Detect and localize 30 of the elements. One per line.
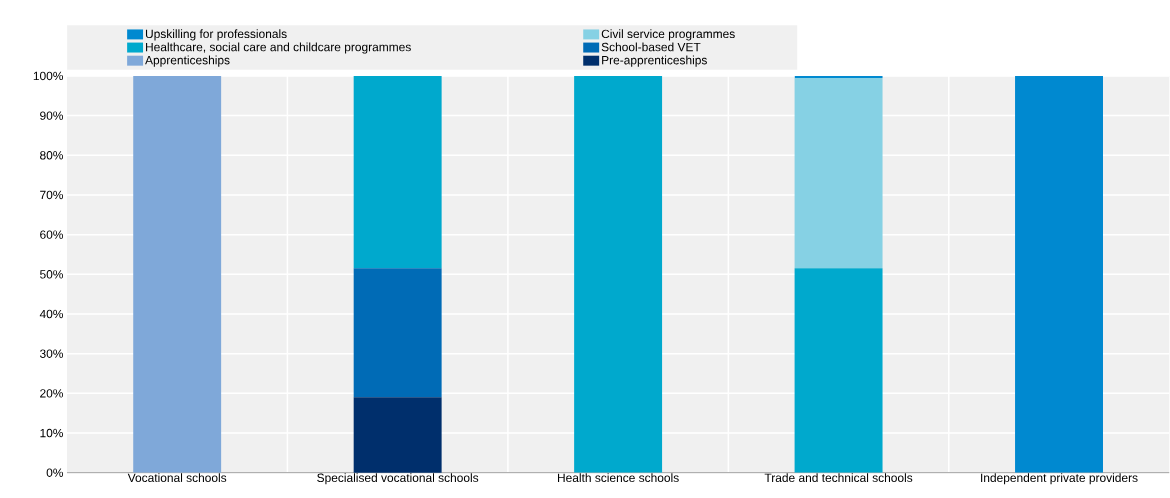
x-tick-label: Vocational schools [127,473,227,483]
legend-label: Upskilling for professionals [145,29,287,41]
y-tick-label: 0% [46,468,64,478]
bar [794,268,883,473]
y-tick-label: 90% [40,111,64,120]
bar [794,78,883,269]
y-tick-label: 50% [40,270,64,279]
y-tick-label: 60% [40,230,64,240]
y-tick-label: 100% [33,71,64,81]
y-tick-label: 30% [39,349,64,359]
x-tick-label: Trade and technical schools [764,473,913,483]
legend-label: Pre-apprenticeships [602,55,707,67]
y-tick-label: 10% [40,428,64,438]
bar [574,76,663,473]
y-tick-label: 70% [40,190,64,200]
legend-label: Civil service programmes [601,29,735,41]
x-tick-label: Health science schools [557,473,679,483]
y-tick-label: 40% [39,309,64,319]
legend-label: Healthcare, social care and childcare programmes [146,42,411,54]
bar [353,76,442,269]
bar [353,397,442,473]
x-tick-label: Specialised vocational schools [317,473,479,485]
y-tick-label: 80% [40,151,64,160]
legend-label: Apprenticeships [145,55,230,67]
legend-label: School-based VET [601,42,701,52]
y-tick-label: 20% [40,389,64,398]
bar [133,76,222,473]
x-tick-label: Independent private providers [981,473,1138,485]
bar [353,268,442,398]
bar [1015,76,1103,473]
